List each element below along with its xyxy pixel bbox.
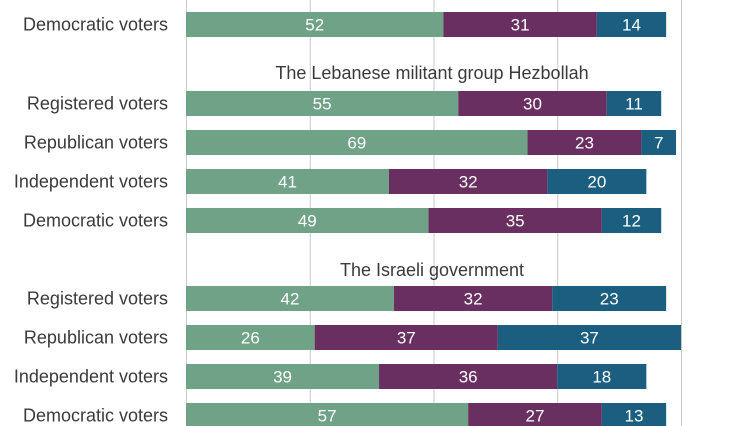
bar-segment — [379, 364, 558, 389]
bar-segment — [186, 12, 444, 37]
bar-value-label: 20 — [587, 173, 606, 192]
bar-segment — [428, 208, 602, 233]
bar-value-label: 23 — [575, 134, 594, 153]
bar-value-label: 14 — [622, 16, 641, 35]
bar-value-label: 36 — [459, 368, 478, 387]
bar-segment — [601, 208, 662, 233]
bar-value-label: 37 — [397, 329, 416, 348]
bar-segment — [601, 403, 667, 426]
bar-value-label: 57 — [318, 407, 337, 426]
bar-segment — [497, 325, 681, 350]
bar-segment — [186, 364, 380, 389]
bar-segment — [547, 169, 647, 194]
bar-value-label: 39 — [273, 368, 292, 387]
bar-segment — [186, 130, 528, 155]
bar-value-label: 42 — [280, 290, 299, 309]
bar-segment — [468, 403, 602, 426]
bar-segment — [393, 286, 553, 311]
bar-segment — [458, 91, 607, 116]
row-label: Independent voters — [14, 367, 168, 387]
bar-value-label: 11 — [625, 95, 643, 114]
bar-value-label: 26 — [241, 329, 260, 348]
bar-segment — [606, 91, 662, 116]
bar-value-label: 69 — [347, 134, 366, 153]
bar-segment — [186, 286, 394, 311]
bar-value-label: 31 — [511, 16, 530, 35]
group-title: The Lebanese militant group Hezbollah — [275, 63, 588, 83]
bar-value-label: 7 — [654, 134, 663, 153]
bars — [186, 12, 681, 426]
bar-segment — [186, 169, 389, 194]
bar-segment — [186, 403, 469, 426]
bar-segment — [186, 325, 315, 350]
labels: Democratic voters 52 31 14 The Lebanese mili… — [14, 15, 664, 426]
bar-value-label: 37 — [580, 329, 599, 348]
bar-value-label: 27 — [526, 407, 545, 426]
bar-value-label: 52 — [305, 16, 324, 35]
bar-segment — [186, 208, 429, 233]
bar-value-label: 13 — [625, 407, 644, 426]
row-label: Registered voters — [27, 289, 168, 309]
row-label: Republican voters — [24, 328, 168, 348]
bar-segment — [443, 12, 597, 37]
row-label: Democratic voters — [23, 406, 168, 426]
group-title: The Israeli government — [340, 260, 524, 280]
row-label: Registered voters — [27, 94, 168, 114]
bar-segment — [186, 91, 459, 116]
bar-value-label: 18 — [592, 368, 611, 387]
bar-segment — [641, 130, 677, 155]
bar-segment — [527, 130, 642, 155]
bar-value-label: 55 — [313, 95, 332, 114]
bar-value-label: 23 — [600, 290, 619, 309]
bar-segment — [596, 12, 667, 37]
row-label: Republican voters — [24, 133, 168, 153]
bar-segment — [314, 325, 498, 350]
bar-value-label: 32 — [459, 173, 478, 192]
bar-value-label: 32 — [464, 290, 483, 309]
bar-value-label: 41 — [278, 173, 297, 192]
row-label: Democratic voters — [23, 211, 168, 231]
bar-segment — [388, 169, 548, 194]
bar-value-label: 49 — [298, 212, 317, 231]
bar-value-label: 35 — [506, 212, 525, 231]
bar-value-label: 30 — [523, 95, 542, 114]
bar-value-label: 12 — [622, 212, 641, 231]
bar-segment — [552, 286, 667, 311]
row-label: Independent voters — [14, 172, 168, 192]
bar-segment — [557, 364, 647, 389]
row-label: Democratic voters — [23, 15, 168, 35]
